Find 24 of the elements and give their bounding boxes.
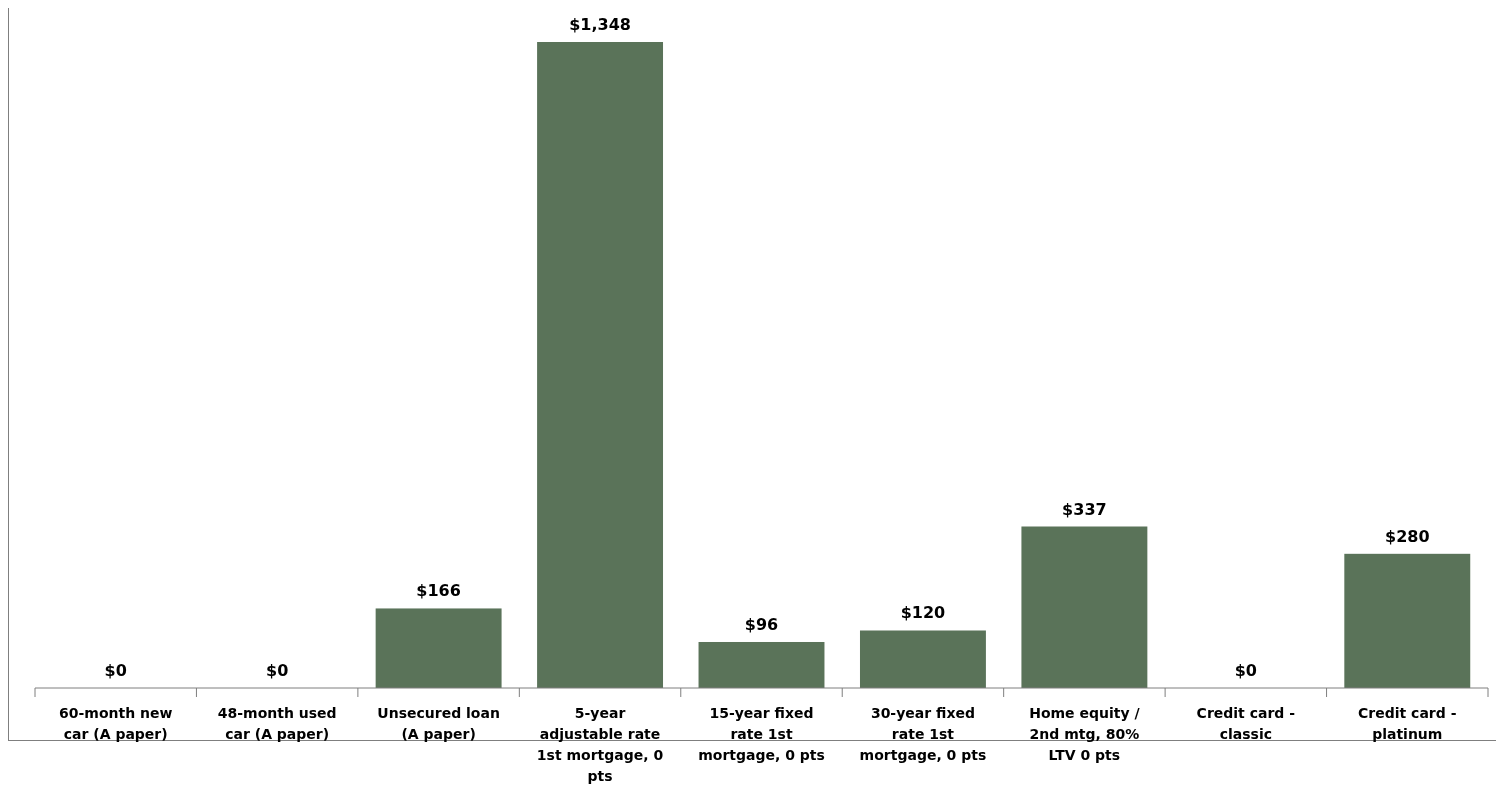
data-label: $96 (744, 614, 779, 634)
data-label: $280 (1385, 526, 1430, 546)
bar (859, 630, 986, 688)
x-tick-label: 30-year fixed rate 1st mortgage, 0 pts (859, 705, 987, 763)
x-tick-label: 5-year adjustable rate 1st mortgage, 0 pts (536, 705, 664, 784)
bar (537, 42, 664, 688)
data-label: $120 (900, 603, 946, 623)
x-tick-label: 15-year fixed rate 1st mortgage, 0 pts (698, 705, 825, 763)
data-label: $337 (1062, 499, 1107, 519)
bar (375, 608, 502, 688)
x-tick-label: Credit card - classic (1196, 705, 1296, 742)
bar (698, 641, 825, 688)
bar (1344, 553, 1471, 688)
data-label: $0 (104, 661, 127, 680)
data-label: $0 (266, 661, 289, 680)
x-tick-label: 60-month new car (A paper) (59, 705, 173, 742)
data-label: $1,348 (569, 15, 631, 34)
x-tick-label: 48-month used car (A paper) (217, 705, 337, 742)
x-tick-label: Credit card - platinum (1358, 705, 1457, 742)
data-label: $166 (416, 581, 461, 601)
x-tick-label: Home equity / 2nd mtg, 80% LTV 0 pts (1029, 705, 1141, 763)
bar (1021, 526, 1148, 688)
data-label: $0 (1234, 661, 1257, 680)
x-tick-label: Unsecured loan (A paper) (377, 705, 500, 742)
